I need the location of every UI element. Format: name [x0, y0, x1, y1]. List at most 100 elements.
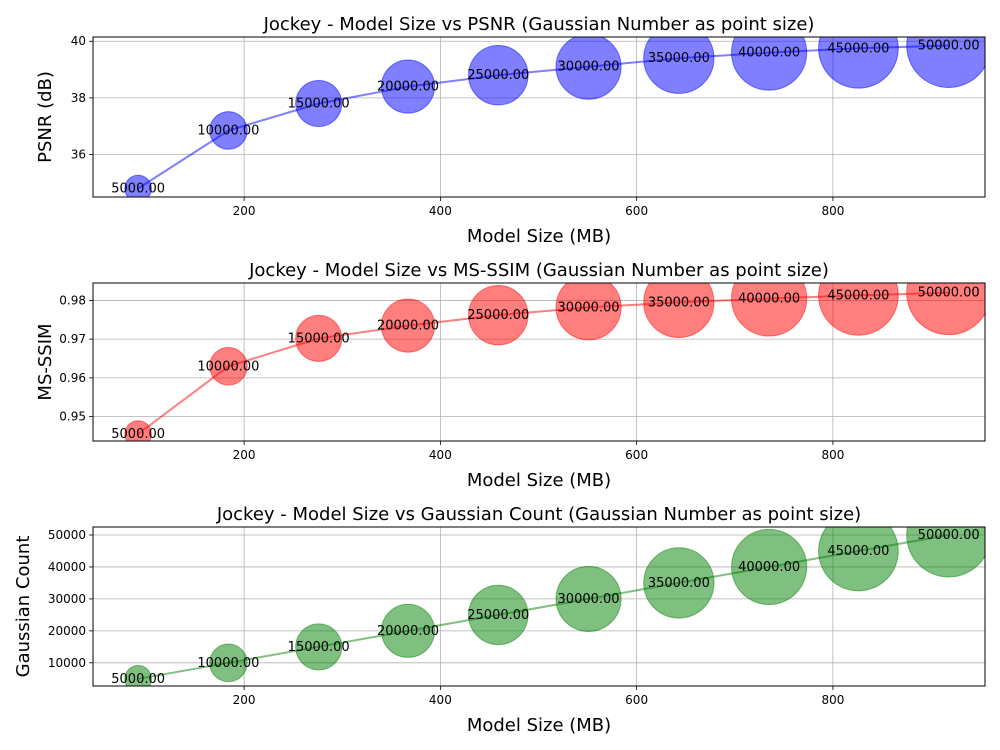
x-tick-label: 600 — [625, 204, 648, 218]
data-label: 25000.00 — [467, 608, 529, 623]
x-tick-label: 800 — [821, 448, 844, 462]
data-label: 5000.00 — [111, 182, 165, 197]
series-line — [137, 44, 949, 190]
chart-title: Jockey - Model Size vs Gaussian Count (G… — [216, 504, 861, 525]
data-point — [906, 283, 985, 336]
chart-panel-2: Jockey - Model Size vs MS-SSIM (Gaussian… — [35, 260, 986, 491]
y-tick-label: 20000 — [48, 624, 86, 638]
data-label: 35000.00 — [648, 295, 710, 310]
data-point — [124, 174, 152, 197]
data-label: 45000.00 — [827, 288, 889, 303]
data-point — [468, 284, 529, 346]
data-point — [468, 45, 529, 106]
data-point — [906, 37, 985, 88]
chart-panel-3: Jockey - Model Size vs Gaussian Count (G… — [13, 504, 986, 736]
y-tick-label: 50000 — [48, 528, 86, 542]
y-axis-label: Gaussian Count — [13, 536, 34, 678]
data-label: 35000.00 — [648, 51, 710, 66]
y-axis-label: MS-SSIM — [35, 323, 56, 400]
x-tick-label: 800 — [821, 204, 844, 218]
data-point — [643, 283, 715, 338]
data-point — [295, 80, 343, 128]
data-point — [906, 527, 985, 578]
axes-frame — [92, 282, 986, 442]
data-point — [818, 37, 899, 89]
data-point — [818, 527, 899, 592]
data-label: 25000.00 — [467, 308, 529, 323]
data-point — [295, 314, 343, 362]
plot-area — [124, 527, 985, 686]
series-line — [137, 291, 949, 435]
axes-frame — [92, 526, 986, 687]
plot-area — [124, 37, 985, 197]
x-tick-label: 200 — [233, 448, 256, 462]
axes-frame — [92, 36, 986, 198]
data-label: 50000.00 — [918, 286, 980, 301]
chart-title: Jockey - Model Size vs MS-SSIM (Gaussian… — [248, 260, 829, 281]
data-point — [555, 37, 622, 100]
x-tick-label: 600 — [625, 448, 648, 462]
data-point — [209, 643, 248, 683]
data-label: 45000.00 — [827, 544, 889, 559]
data-point — [555, 565, 622, 632]
data-point — [555, 283, 622, 341]
data-label: 15000.00 — [288, 331, 350, 346]
data-label: 20000.00 — [377, 624, 439, 639]
y-tick-label: 0.97 — [59, 332, 86, 346]
x-tick-label: 400 — [429, 448, 452, 462]
x-axis-label: Model Size (MB) — [467, 715, 611, 736]
data-label: 10000.00 — [197, 359, 259, 374]
data-point — [295, 623, 343, 671]
x-tick-label: 200 — [233, 693, 256, 707]
data-label: 45000.00 — [827, 41, 889, 56]
data-label: 50000.00 — [918, 528, 980, 543]
x-tick-label: 600 — [625, 693, 648, 707]
data-label: 40000.00 — [738, 46, 800, 61]
data-point — [818, 283, 899, 336]
y-tick-label: 40000 — [48, 560, 86, 574]
chart-panel-1: Jockey - Model Size vs PSNR (Gaussian Nu… — [35, 14, 986, 247]
y-tick-label: 0.95 — [59, 410, 86, 424]
y-tick-label: 38 — [71, 91, 86, 105]
x-tick-label: 400 — [429, 204, 452, 218]
data-point — [731, 528, 808, 606]
data-label: 10000.00 — [197, 656, 259, 671]
data-label: 30000.00 — [558, 60, 620, 75]
data-point — [124, 665, 152, 686]
data-label: 40000.00 — [738, 560, 800, 575]
y-tick-label: 40 — [71, 34, 86, 48]
data-label: 30000.00 — [558, 592, 620, 607]
data-point — [380, 59, 436, 114]
y-tick-label: 0.98 — [59, 293, 86, 307]
plot-area — [124, 283, 985, 441]
data-point — [380, 298, 436, 353]
data-label: 10000.00 — [197, 123, 259, 138]
data-point — [643, 547, 715, 619]
data-label: 35000.00 — [648, 576, 710, 591]
data-label: 15000.00 — [288, 97, 350, 112]
data-label: 25000.00 — [467, 68, 529, 83]
x-tick-label: 200 — [233, 204, 256, 218]
data-point — [731, 283, 808, 337]
x-axis-label: Model Size (MB) — [467, 226, 611, 247]
data-point — [643, 37, 715, 94]
data-label: 20000.00 — [377, 80, 439, 95]
data-point — [209, 111, 248, 150]
data-label: 30000.00 — [558, 300, 620, 315]
y-tick-label: 36 — [71, 148, 86, 162]
y-tick-label: 10000 — [48, 656, 86, 670]
data-point — [731, 37, 808, 91]
y-tick-label: 30000 — [48, 592, 86, 606]
y-axis-label: PSNR (dB) — [35, 71, 56, 163]
y-tick-label: 0.96 — [59, 371, 86, 385]
data-label: 20000.00 — [377, 319, 439, 334]
data-point — [380, 603, 436, 658]
data-point — [468, 584, 529, 646]
chart-title: Jockey - Model Size vs PSNR (Gaussian Nu… — [263, 14, 815, 35]
data-label: 5000.00 — [111, 427, 165, 442]
x-tick-label: 400 — [429, 693, 452, 707]
data-label: 5000.00 — [111, 672, 165, 687]
data-point — [209, 346, 248, 386]
series-line — [137, 534, 949, 680]
